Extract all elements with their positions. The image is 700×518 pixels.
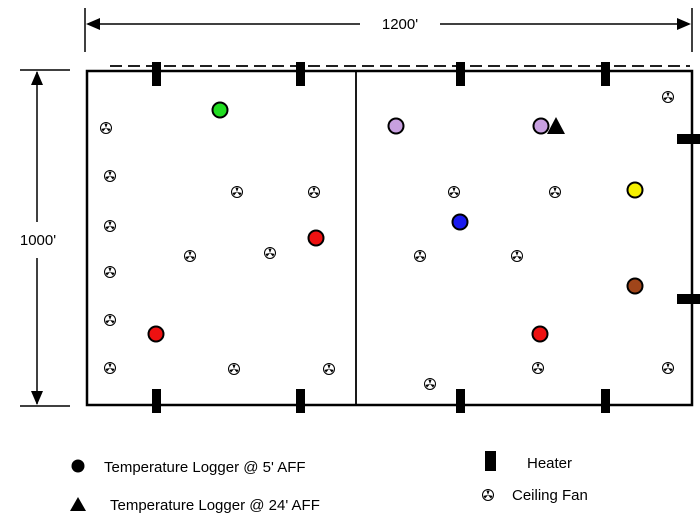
width-dimension: 1200': [84, 8, 693, 52]
legend-heater-icon: [485, 451, 496, 471]
logger-yellow: [626, 181, 644, 199]
building-outline: [85, 69, 694, 407]
legend-triangle-icon: [70, 497, 86, 511]
ceiling-fan-icon: [424, 378, 436, 390]
logger-blue: [451, 213, 469, 231]
heater-icon: [677, 294, 700, 304]
ceiling-fan-icon: [104, 266, 116, 278]
logger-lavender: [387, 117, 405, 135]
logger-green: [211, 101, 229, 119]
ceiling-fan-icon: [511, 250, 523, 262]
heater-icon: [456, 389, 465, 413]
logger-lavender: [532, 117, 550, 135]
legend: Temperature Logger @ 5' AFF Temperature …: [70, 451, 588, 514]
legend-heater: Heater: [527, 455, 572, 472]
height-label: 1000': [20, 232, 56, 249]
legend-ceiling-fan: Ceiling Fan: [512, 487, 588, 504]
ceiling-fan-icon: [662, 362, 674, 374]
legend-circle-icon: [71, 459, 85, 473]
heater-icon: [601, 389, 610, 413]
height-dimension: 1000': [20, 69, 70, 407]
ceiling-fans: [100, 91, 674, 390]
ceiling-fan-icon: [662, 91, 674, 103]
ceiling-fan-icon: [323, 363, 335, 375]
heaters-top: [152, 62, 610, 86]
ceiling-fan-icon: [184, 250, 196, 262]
ceiling-fan-icon: [308, 186, 320, 198]
logger-24ft-triangle: [547, 117, 565, 134]
ceiling-fan-icon: [100, 122, 112, 134]
ceiling-fan-icon: [104, 314, 116, 326]
ceiling-fan-icon: [104, 362, 116, 374]
heater-icon: [677, 134, 700, 144]
heater-icon: [601, 62, 610, 86]
heater-icon: [152, 62, 161, 86]
legend-ceiling-fan-icon: [482, 489, 494, 501]
ceiling-fan-icon: [549, 186, 561, 198]
ceiling-fan-icon: [104, 220, 116, 232]
ceiling-fan-icon: [532, 362, 544, 374]
ceiling-fan-icon: [448, 186, 460, 198]
ceiling-fan-icon: [264, 247, 276, 259]
ceiling-fan-icon: [228, 363, 240, 375]
width-label: 1200': [382, 16, 418, 33]
heater-icon: [456, 62, 465, 86]
heater-icon: [152, 389, 161, 413]
heater-icon: [296, 62, 305, 86]
legend-logger-5ft: Temperature Logger @ 5' AFF: [104, 459, 306, 476]
legend-logger-24ft: Temperature Logger @ 24' AFF: [110, 497, 320, 514]
ceiling-fan-icon: [231, 186, 243, 198]
logger-red: [531, 325, 549, 343]
ceiling-fan-icon: [414, 250, 426, 262]
logger-red: [147, 325, 165, 343]
ceiling-fan-icon: [104, 170, 116, 182]
loggers-5ft: [147, 101, 644, 343]
logger-red: [307, 229, 325, 247]
heaters-bottom: [152, 389, 610, 413]
heater-icon: [296, 389, 305, 413]
heaters-right: [677, 134, 700, 304]
logger-brown: [626, 277, 644, 295]
